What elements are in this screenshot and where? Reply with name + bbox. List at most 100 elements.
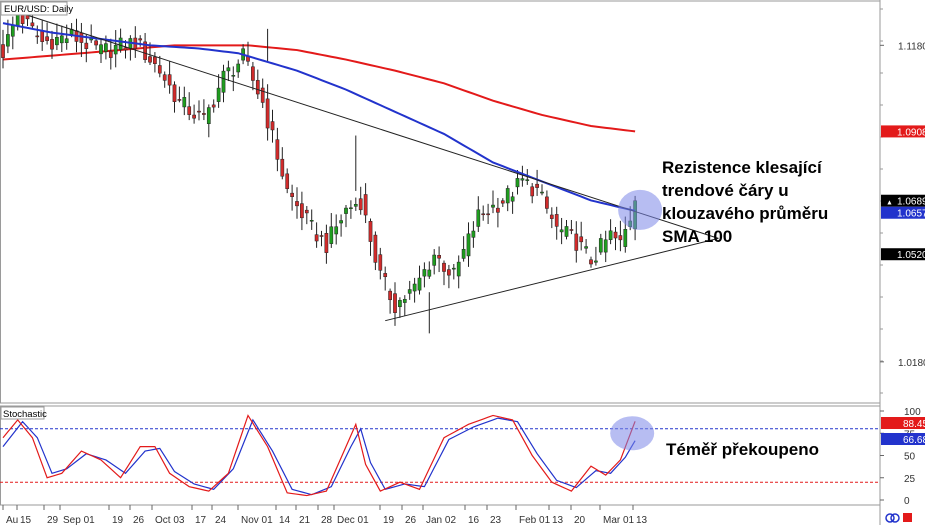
candle-body: [437, 255, 441, 259]
candle: [300, 191, 304, 231]
candle: [35, 25, 40, 44]
candle: [618, 220, 623, 252]
stochastic-value-label: 66.68: [903, 435, 925, 446]
candle: [162, 71, 167, 88]
candle-body: [402, 298, 407, 303]
annotation-text-line: trendové čáry u: [662, 181, 789, 200]
time-tick-label: Dec 01: [337, 515, 369, 525]
candle: [368, 218, 373, 256]
candle-body: [319, 235, 324, 237]
time-tick-label: Mar 01: [603, 515, 635, 525]
candle: [6, 19, 10, 54]
candle: [295, 187, 299, 219]
candle-body: [202, 113, 206, 115]
candle-body: [255, 80, 260, 95]
candle-body: [417, 277, 422, 291]
candle: [378, 247, 383, 280]
candle: [324, 224, 329, 264]
candle: [515, 170, 520, 195]
candle-body: [412, 283, 417, 292]
candle: [108, 38, 113, 70]
time-tick-label: 15: [20, 515, 32, 525]
time-tick-label: 19: [383, 515, 395, 525]
candle: [427, 261, 432, 279]
candle-body: [344, 207, 348, 214]
candle-body: [530, 186, 535, 197]
candle-body: [545, 196, 549, 209]
candle: [265, 84, 270, 141]
time-tick-label: 24: [215, 515, 227, 525]
candle-body: [304, 209, 309, 214]
candle-body: [192, 114, 196, 119]
candle-body: [383, 273, 388, 278]
candle-body: [525, 179, 530, 181]
candle: [584, 239, 588, 254]
stochastic-k-line: [2, 414, 636, 497]
candle: [569, 219, 574, 235]
candle: [206, 104, 211, 138]
candle-body: [496, 207, 500, 213]
candle: [236, 59, 241, 78]
candle-body: [143, 41, 147, 60]
price-tag-label: 1.0908: [897, 127, 925, 138]
candle: [226, 60, 231, 82]
candle: [496, 197, 500, 228]
candle-body: [535, 183, 539, 188]
candle-body: [157, 65, 162, 74]
candle: [187, 92, 192, 121]
candle: [476, 196, 481, 233]
time-tick-label: Feb 01: [519, 515, 551, 525]
candle: [344, 204, 348, 228]
candle-body: [549, 214, 554, 219]
candle: [363, 183, 368, 224]
candle: [30, 15, 35, 30]
candle: [383, 266, 388, 291]
candle: [172, 81, 177, 113]
candle: [157, 55, 162, 78]
candle-body: [138, 38, 143, 41]
candle-body: [339, 220, 343, 224]
candle: [402, 295, 407, 316]
annotation-text-line: SMA 100: [662, 227, 732, 246]
price-tag-label: 1.0689: [897, 197, 925, 208]
candle-body: [559, 229, 564, 233]
candle: [334, 214, 339, 245]
candle-body: [486, 213, 490, 216]
candle-body: [398, 300, 402, 308]
candle: [304, 206, 309, 225]
candle: [500, 198, 505, 207]
candle-body: [216, 87, 221, 102]
candle: [290, 184, 294, 211]
candle-body: [334, 226, 339, 235]
time-tick-label: 26: [133, 515, 145, 525]
stochastic-tick-label: 25: [904, 474, 916, 485]
candle-body: [451, 267, 456, 270]
candle-body: [20, 14, 25, 24]
candle: [564, 220, 569, 240]
candle-body: [40, 30, 45, 42]
candle-body: [618, 235, 623, 241]
candle-body: [280, 158, 285, 177]
candle-body: [324, 233, 329, 253]
price-tick-label: 1.0180: [898, 358, 925, 369]
candle-body: [290, 192, 294, 197]
candle-body: [363, 194, 368, 216]
candle-body: [569, 229, 574, 231]
candle: [412, 277, 417, 303]
time-tick-label: 20: [574, 515, 586, 525]
candle-body: [275, 139, 280, 160]
candle: [153, 52, 157, 73]
candle: [432, 249, 437, 275]
stochastic-label-box: [0, 406, 45, 420]
stochastic-annotation: Téměř překoupeno: [666, 440, 819, 459]
candle-body: [265, 98, 270, 129]
candle-body: [309, 220, 314, 222]
candle: [255, 69, 260, 99]
candle-body: [35, 35, 40, 38]
candle-body: [358, 198, 363, 211]
candle: [388, 288, 392, 314]
candle-body: [603, 239, 608, 253]
candle-body: [187, 106, 192, 115]
time-tick-label: 16: [468, 515, 480, 525]
candle-body: [197, 110, 201, 113]
